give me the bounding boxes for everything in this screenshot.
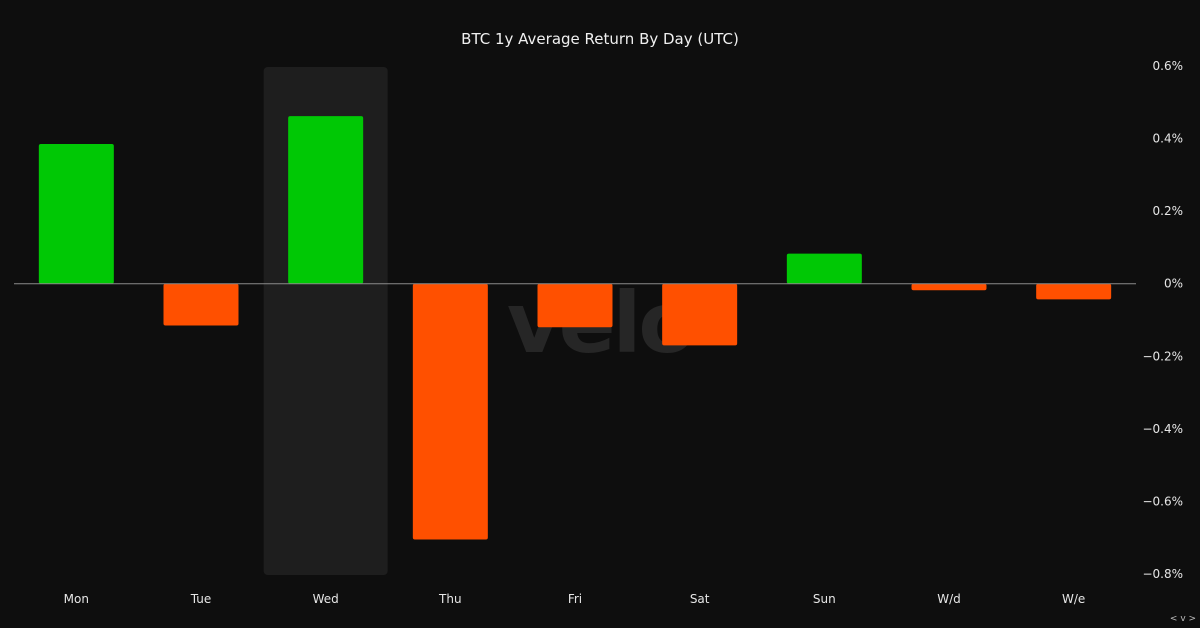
y-tick-label: 0.2% [1153,204,1184,218]
category-label: W/e [1062,592,1085,606]
y-tick-label: −0.2% [1142,349,1183,363]
y-tick-label: −0.6% [1142,494,1183,508]
bar-sun[interactable] [786,253,862,284]
bar-wed[interactable] [288,116,364,284]
bar-thu[interactable] [412,283,488,540]
category-label: Sun [813,592,836,606]
bar-sat[interactable] [662,283,738,346]
bar-tue[interactable] [163,283,239,326]
y-tick-label: −0.4% [1142,422,1183,436]
category-label: Sat [690,592,710,606]
category-label: Wed [313,592,339,606]
y-tick-label: 0.6% [1153,59,1184,73]
category-label: Fri [568,592,582,606]
axis-scroll-control[interactable]: < v > [1170,614,1196,624]
y-tick-label: −0.8% [1142,567,1183,581]
category-label: Tue [190,592,212,606]
bar-wd[interactable] [911,283,987,291]
y-tick-label: 0% [1164,277,1183,291]
category-label: W/d [937,592,961,606]
category-label: Thu [438,592,462,606]
y-tick-label: 0.4% [1153,132,1184,146]
bar-we[interactable] [1036,283,1112,300]
bar-fri[interactable] [537,283,613,328]
category-label: Mon [64,592,89,606]
chart-title: BTC 1y Average Return By Day (UTC) [461,30,739,48]
bar-mon[interactable] [38,144,114,284]
